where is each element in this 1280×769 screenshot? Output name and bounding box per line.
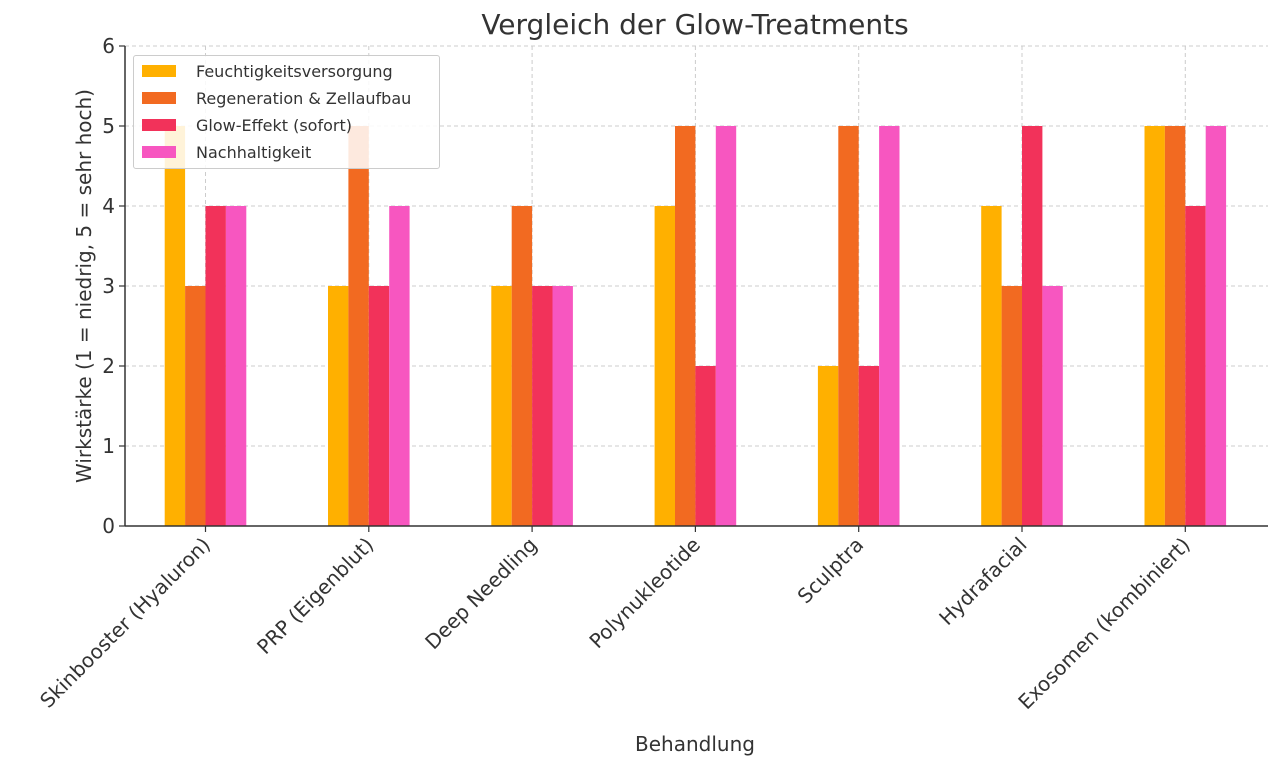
x-tick-label: Exosomen (kombiniert) [1013, 533, 1194, 714]
bar [532, 286, 553, 526]
y-tick-label: 6 [102, 34, 115, 58]
legend-item: Regeneration & Zellaufbau [142, 87, 411, 109]
bar [205, 206, 226, 526]
bar [389, 206, 410, 526]
y-tick-label: 4 [102, 194, 115, 218]
x-axis-label: Behandlung [635, 732, 755, 756]
bar [491, 286, 512, 526]
y-tick-label: 5 [102, 114, 115, 138]
legend-label: Regeneration & Zellaufbau [196, 88, 412, 108]
bar [715, 126, 737, 526]
bar [838, 126, 859, 526]
bar [1205, 126, 1227, 526]
bar [185, 286, 206, 526]
legend-item: Feuchtigkeitsversorgung [142, 60, 393, 82]
legend-label: Glow-Effekt (sofort) [196, 115, 352, 135]
bar [1001, 286, 1022, 526]
chart-title: Vergleich der Glow-Treatments [481, 8, 908, 41]
legend-label: Nachhaltigkeit [196, 142, 312, 162]
y-ticks: 0 1 2 3 4 5 6 [102, 34, 125, 538]
bar [879, 126, 900, 526]
bar [817, 366, 839, 526]
bar [1042, 286, 1063, 526]
x-tick-label: Hydrafacial [934, 533, 1031, 630]
legend-swatch [142, 119, 176, 131]
bar [654, 206, 675, 526]
bar [348, 126, 369, 526]
legend-swatch [142, 146, 176, 158]
bar [511, 206, 533, 526]
legend: Feuchtigkeitsversorgung Regeneration & Z… [133, 55, 440, 169]
y-tick-label: 3 [102, 274, 115, 298]
bar [675, 126, 696, 526]
legend-swatch [142, 65, 176, 77]
y-tick-label: 1 [102, 434, 115, 458]
bar [552, 286, 573, 526]
legend-item: Glow-Effekt (sofort) [142, 114, 352, 136]
bars [164, 126, 1227, 526]
legend-swatch [142, 92, 176, 104]
bar [368, 286, 390, 526]
bar [1144, 126, 1165, 526]
x-tick-label: Polynukleotide [584, 533, 704, 653]
x-tick-label: Sculptra [793, 533, 869, 609]
bar [1185, 206, 1206, 526]
y-tick-label: 0 [102, 514, 115, 538]
x-tick-label: Deep Needling [420, 533, 541, 654]
legend-label: Feuchtigkeitsversorgung [196, 61, 393, 81]
y-axis-label: Wirkstärke (1 = niedrig, 5 = sehr hoch) [72, 89, 96, 483]
bar [981, 206, 1002, 526]
bar [1164, 126, 1186, 526]
bar [328, 286, 349, 526]
y-tick-label: 2 [102, 354, 115, 378]
bar [858, 366, 880, 526]
x-tick-label: PRP (Eigenblut) [252, 533, 378, 659]
bar [225, 206, 247, 526]
bar [164, 126, 186, 526]
x-tick-label: Skinbooster (Hyaluron) [35, 533, 215, 713]
x-ticks: Skinbooster (Hyaluron) PRP (Eigenblut) Dee… [35, 526, 1195, 714]
bar [1022, 126, 1043, 526]
legend-item: Nachhaltigkeit [142, 141, 311, 163]
bar [695, 366, 716, 526]
